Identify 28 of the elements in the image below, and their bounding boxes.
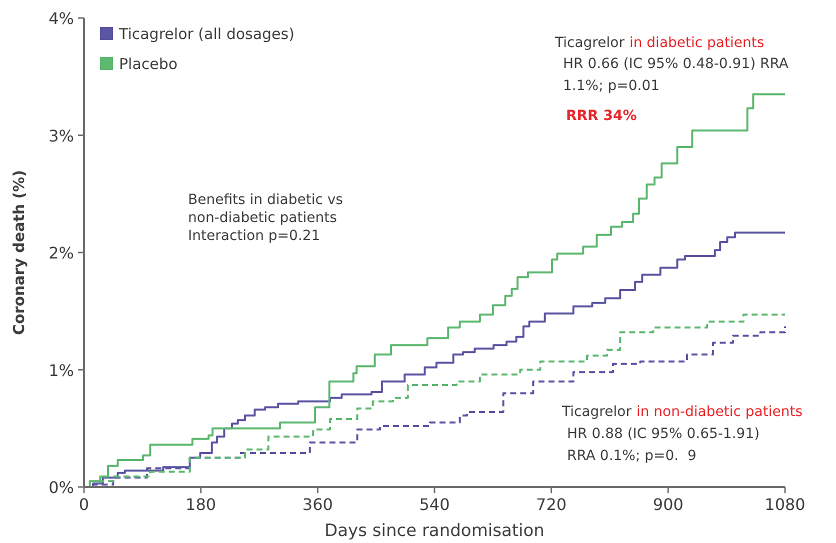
annotation: RRA 0.1%; p=0. 9 [567,448,696,464]
x-tick-label: 0 [78,495,90,514]
y-tick-label: 2% [48,244,74,262]
annotation: HR 0.66 (IC 95% 0.48-0.91) RRA [563,56,789,72]
annotation: 1.1%; p=0.01 [563,78,660,94]
x-tick-label: 1080 [764,495,806,514]
y-tick-label: 4% [48,9,74,28]
legend-label: Placebo [119,55,178,73]
x-tick-label: 360 [302,495,333,514]
legend-label: Ticagrelor (all dosages) [118,25,294,43]
x-tick-label: 540 [419,495,450,514]
x-axis-title: Days since randomisation [324,521,544,541]
y-axis-title: Coronary death (%) [10,170,28,336]
annotation: Benefits in diabetic vs [188,192,343,208]
annotation: Ticagrelor [561,404,632,420]
y-tick-label: 1% [48,360,74,380]
x-tick-label: 900 [652,495,684,514]
y-tick-label: 0% [48,478,74,497]
annotation: Ticagrelor [554,35,625,51]
annotation: in diabetic patients [629,35,764,51]
annotation: RRR 34% [566,108,637,124]
y-tick-label: 3% [48,126,74,146]
x-tick-label: 180 [186,495,216,514]
annotation: non-diabetic patients [188,210,337,226]
annotation: Interaction p=0.21 [188,228,320,244]
annotation: HR 0.88 (IC 95% 0.65-1.91) [567,426,760,442]
annotation: in non-diabetic patients [636,404,803,420]
x-tick-label: 720 [536,495,567,514]
